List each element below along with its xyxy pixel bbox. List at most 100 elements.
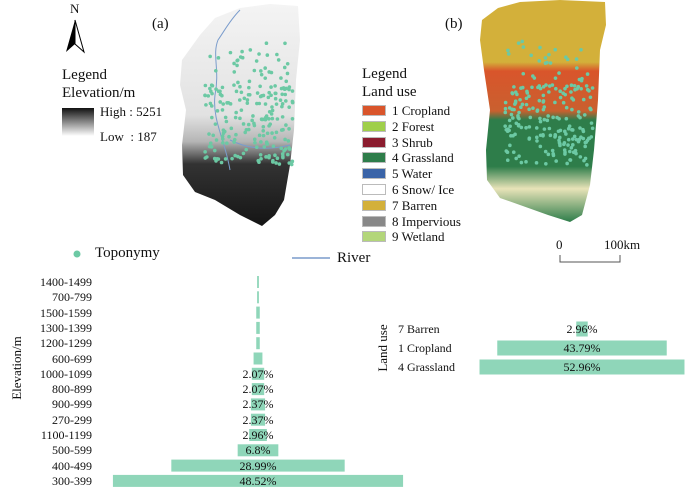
toponymy-point <box>569 83 574 88</box>
toponymy-point <box>274 102 279 106</box>
toponymy-point <box>534 135 539 140</box>
elevation-low: Low : 187 <box>100 129 157 144</box>
toponymy-point <box>267 124 271 128</box>
toponymy-point <box>535 109 540 113</box>
toponymy-point <box>536 85 540 90</box>
toponymy-point <box>534 161 539 165</box>
scale-bar <box>559 255 621 263</box>
toponymy-point <box>547 126 552 131</box>
toponymy-point <box>516 115 520 120</box>
toponymy-point <box>230 156 234 161</box>
toponymy-point <box>290 89 295 93</box>
toponymy-point <box>211 133 216 138</box>
toponymy-point <box>283 92 288 97</box>
data-label: 2.96% <box>242 428 274 442</box>
data-label: 43.79% <box>563 341 601 355</box>
toponymy-point <box>558 135 562 140</box>
bar <box>250 398 266 411</box>
toponymy-point <box>214 159 218 163</box>
toponymy-point <box>278 98 283 103</box>
legend-item-label: 2 Forest <box>392 118 435 134</box>
toponymy-point <box>255 101 259 106</box>
toponymy-point <box>214 138 219 142</box>
toponymy-point <box>585 87 590 92</box>
legend-item-label: 9 Wetland <box>392 229 445 245</box>
bar <box>249 429 267 441</box>
toponymy-point <box>234 132 238 137</box>
toponymy-point <box>569 90 573 94</box>
toponymy-point <box>271 144 276 148</box>
legend-item-label: 8 Impervious <box>392 213 461 229</box>
toponymy-point <box>280 102 285 106</box>
toponymy-point <box>238 55 243 59</box>
bar <box>479 359 685 375</box>
category-label: 270-299 <box>52 412 92 427</box>
toponymy-point <box>290 99 295 104</box>
category-label: 1200-1299 <box>40 336 92 351</box>
toponymy-point <box>589 121 594 125</box>
toponymy-point <box>576 114 581 118</box>
toponymy-point <box>566 137 571 142</box>
toponymy-point <box>527 94 531 99</box>
toponymy-point <box>274 130 279 135</box>
scale-zero: 0 <box>556 237 563 252</box>
toponymy-point <box>582 113 587 117</box>
toponymy-point <box>571 98 576 102</box>
toponymy-point <box>270 116 275 121</box>
toponymy-point <box>238 116 242 121</box>
toponymy-point <box>223 157 228 161</box>
toponymy-point <box>574 57 579 61</box>
toponymy-point <box>553 76 558 80</box>
elevation-map <box>180 4 300 226</box>
toponymy-point <box>280 92 285 97</box>
toponymy-point <box>519 125 524 130</box>
toponymy-point <box>542 117 547 122</box>
landuse-legend-subtitle: Land use <box>362 84 417 100</box>
toponymy-point <box>544 83 548 87</box>
toponymy-point <box>271 160 275 164</box>
toponymy-point <box>506 48 510 53</box>
toponymy-point <box>570 137 575 141</box>
toponymy-point <box>535 139 539 143</box>
toponymy-point <box>568 149 572 154</box>
bar <box>251 367 265 380</box>
toponymy-point <box>263 102 268 106</box>
toponymy-point <box>557 140 562 145</box>
toponymy-point <box>264 155 268 159</box>
toponymy-point <box>573 87 577 92</box>
legend-swatch <box>362 231 386 243</box>
bar <box>171 459 345 472</box>
toponymy-point <box>558 128 563 133</box>
toponymy-point <box>232 83 236 87</box>
toponymy-point <box>259 69 263 73</box>
toponymy-point <box>258 84 262 89</box>
toponymy-point <box>253 140 257 145</box>
toponymy-point <box>558 95 563 100</box>
toponymy-point <box>579 87 583 91</box>
toponymy-point <box>270 105 274 109</box>
toponymy-point <box>513 132 517 137</box>
bar <box>256 337 260 350</box>
toponymy-point <box>590 126 595 131</box>
toponymy-point <box>220 137 225 141</box>
bar <box>497 340 667 356</box>
toponymy-point <box>576 139 581 144</box>
landuse-legend-title: Legend <box>362 66 407 82</box>
river-label: River <box>337 250 371 266</box>
toponymy-point <box>581 136 586 141</box>
toponymy-point <box>212 148 217 153</box>
category-label: 7 Barren <box>398 322 440 336</box>
toponymy-point <box>210 115 214 120</box>
toponymy-point <box>272 135 277 140</box>
toponymy-point <box>275 52 279 57</box>
toponymy-point <box>587 136 592 141</box>
toponymy-point <box>206 94 211 98</box>
toponymy-point <box>221 141 225 145</box>
toponymy-point <box>282 148 286 153</box>
toponymy-point <box>236 80 240 85</box>
toponymy-point <box>589 107 593 112</box>
toponymy-point <box>237 98 242 102</box>
toponymy-point <box>508 143 512 148</box>
toponymy-point <box>547 84 552 88</box>
